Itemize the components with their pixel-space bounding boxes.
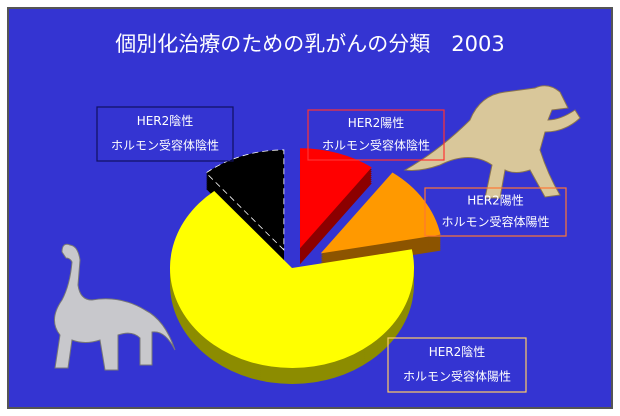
category-label: ホルモン受容体陽性: [403, 368, 511, 383]
category-label: ホルモン受容体陰性: [111, 137, 219, 152]
category-label: HER2陰性: [429, 345, 486, 359]
chart-title: 個別化治療のための乳がんの分類 2003: [115, 32, 504, 56]
category-label: HER2陰性: [137, 114, 194, 128]
slide: 個別化治療のための乳がんの分類 2003 HER2陽性ホルモン受容体陰性HER2…: [0, 0, 620, 416]
category-label: HER2陽性: [348, 116, 405, 130]
category-label: ホルモン受容体陽性: [441, 214, 549, 229]
category-label: HER2陽性: [467, 193, 524, 207]
category-label: ホルモン受容体陰性: [322, 138, 430, 153]
